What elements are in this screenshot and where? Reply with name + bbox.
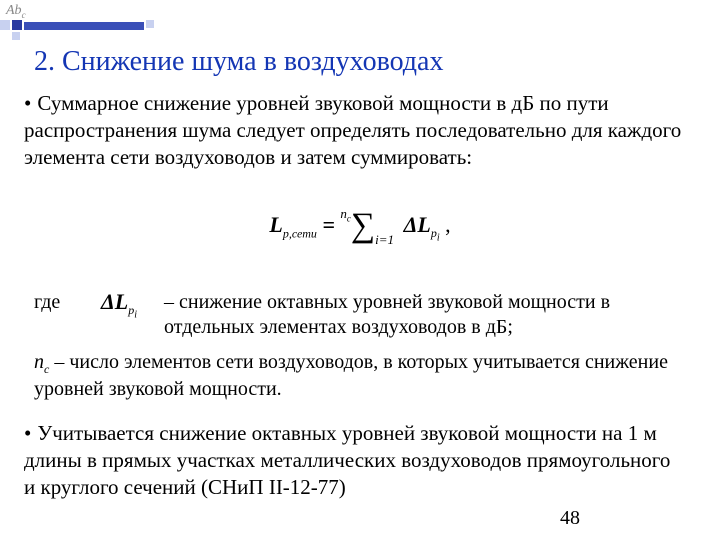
definition-1: – снижение октавных уровней звуковой мощ… [164,290,664,340]
formula-sum-upper: nc [340,206,351,221]
deco-sq-4 [12,32,20,40]
page-number: 48 [560,507,580,530]
formula-rhs-sub: pi [431,226,440,240]
deco-abc-text: Abc [5,3,26,20]
formula-sum-lower: i=1 [375,232,394,247]
formula-eq: = [317,212,341,237]
bullet-2: • [24,421,31,445]
formula-rhs-L: L [417,212,430,237]
formula-delta: Δ [404,212,418,237]
nc-symbol-n: n [34,351,44,373]
deco-sq-1 [0,20,10,30]
sigma-symbol: ∑ [351,216,375,236]
bullet-1: • [24,91,31,115]
delta-lp-symbol: ΔLpi [79,288,159,322]
where-row: где ΔLpi – снижение октавных уровней зву… [34,290,694,340]
formula-lhs-L: L [269,212,282,237]
paragraph-2-text: Учитывается снижение октавных уровней зв… [24,421,670,499]
corner-decoration: Abc [0,0,160,36]
paragraph-2: •Учитывается снижение октавных уровней з… [24,420,684,501]
nc-row: nc – число элементов сети воздуховодов, … [34,350,694,402]
formula-tail: , [440,212,451,237]
slide-title: 2. Снижение шума в воздуховодах [34,46,443,78]
nc-text: – число элементов сети воздуховодов, в к… [34,351,668,400]
deco-sq-2 [12,20,22,30]
deco-sq-3 [146,20,154,28]
formula: Lp,сети = nc∑i=1 ΔLpi , [0,212,720,244]
formula-lhs-sub: p,сети [283,226,317,240]
deco-band [24,22,144,30]
paragraph-1: •Суммарное снижение уровней звуковой мощ… [24,90,684,171]
paragraph-1-text: Суммарное снижение уровней звуковой мощн… [24,91,681,169]
where-label: где [34,290,74,315]
